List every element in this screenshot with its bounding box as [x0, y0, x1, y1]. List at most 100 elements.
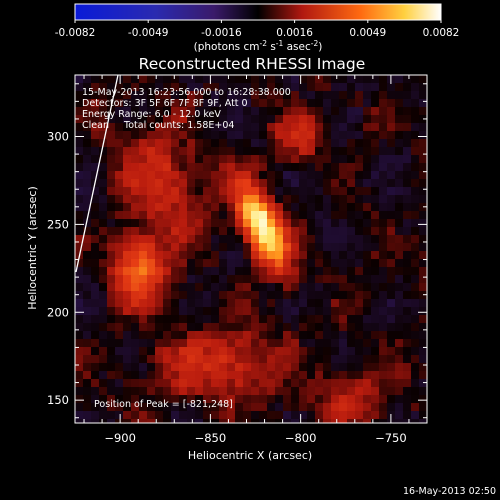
- heatmap-cell: [211, 315, 220, 324]
- heatmap-cell: [227, 395, 236, 404]
- heatmap-cell: [115, 203, 124, 212]
- heatmap-cell: [251, 115, 260, 124]
- heatmap-cell: [307, 411, 316, 420]
- heatmap-cell: [403, 123, 412, 132]
- heatmap-cell: [155, 147, 164, 156]
- heatmap-cell: [323, 227, 332, 236]
- heatmap-cell: [267, 91, 276, 100]
- heatmap-cell: [163, 91, 172, 100]
- heatmap-cell: [283, 187, 292, 196]
- heatmap-cell: [195, 227, 204, 236]
- heatmap-cell: [315, 275, 324, 284]
- heatmap-cell: [107, 395, 116, 404]
- heatmap-cell: [267, 107, 276, 116]
- heatmap-cell: [219, 363, 228, 372]
- y-tick-label: 250: [47, 217, 69, 231]
- heatmap-cell: [179, 219, 188, 228]
- x-tick-label: −800: [285, 431, 317, 445]
- heatmap-cell: [131, 139, 140, 148]
- heatmap-cell: [363, 243, 372, 252]
- heatmap-cell: [291, 347, 300, 356]
- heatmap-cell: [403, 411, 412, 420]
- heatmap-cell: [235, 419, 244, 423]
- heatmap-cell: [203, 251, 212, 260]
- heatmap-cell: [211, 107, 220, 116]
- heatmap-cell: [155, 347, 164, 356]
- colorbar-tick-label: -0.0049: [128, 27, 169, 39]
- heatmap-cell: [155, 283, 164, 292]
- heatmap-cell: [211, 179, 220, 188]
- heatmap-cell: [291, 275, 300, 284]
- heatmap-cell: [179, 419, 188, 423]
- heatmap-cell: [155, 211, 164, 220]
- heatmap-cell: [331, 395, 340, 404]
- heatmap-cell: [259, 227, 268, 236]
- heatmap-cell: [299, 323, 308, 332]
- heatmap-cell: [179, 147, 188, 156]
- heatmap-cell: [403, 179, 412, 188]
- heatmap-cell: [203, 187, 212, 196]
- heatmap-cell: [131, 83, 140, 92]
- heatmap-cell: [355, 331, 364, 340]
- heatmap-cell: [267, 371, 276, 380]
- heatmap-cell: [83, 211, 92, 220]
- heatmap-cell: [139, 371, 148, 380]
- heatmap-cell: [251, 139, 260, 148]
- heatmap-cell: [123, 187, 132, 196]
- heatmap-cell: [211, 91, 220, 100]
- heatmap-cell: [419, 347, 427, 356]
- heatmap-cell: [379, 267, 388, 276]
- heatmap-cell: [203, 211, 212, 220]
- heatmap-cell: [211, 323, 220, 332]
- heatmap-cell: [155, 323, 164, 332]
- heatmap-cell: [107, 131, 116, 140]
- heatmap-cell: [155, 75, 164, 84]
- heatmap-cell: [187, 283, 196, 292]
- heatmap-cell: [267, 139, 276, 148]
- heatmap-cell: [339, 347, 348, 356]
- heatmap-cell: [267, 131, 276, 140]
- heatmap-cell: [211, 131, 220, 140]
- heatmap-cell: [315, 91, 324, 100]
- heatmap-cell: [323, 411, 332, 420]
- heatmap-cell: [259, 131, 268, 140]
- heatmap-cell: [347, 251, 356, 260]
- heatmap-cell: [91, 307, 100, 316]
- heatmap-cell: [347, 259, 356, 268]
- heatmap-cell: [195, 299, 204, 308]
- heatmap-cell: [187, 315, 196, 324]
- heatmap-cell: [195, 347, 204, 356]
- heatmap-cell: [251, 363, 260, 372]
- heatmap-cell: [187, 195, 196, 204]
- heatmap-cell: [291, 139, 300, 148]
- heatmap-cell: [147, 131, 156, 140]
- heatmap-cell: [283, 299, 292, 308]
- heatmap-cell: [299, 107, 308, 116]
- heatmap-cell: [171, 267, 180, 276]
- heatmap-cell: [339, 163, 348, 172]
- heatmap-cell: [115, 387, 124, 396]
- heatmap-cell: [355, 171, 364, 180]
- heatmap-cell: [411, 339, 420, 348]
- heatmap-cell: [99, 275, 108, 284]
- heatmap-cell: [395, 379, 404, 388]
- heatmap-cell: [179, 123, 188, 132]
- heatmap-cell: [275, 371, 284, 380]
- heatmap-cell: [211, 403, 220, 412]
- heatmap-cell: [195, 147, 204, 156]
- heatmap-cell: [211, 283, 220, 292]
- heatmap-cell: [251, 355, 260, 364]
- heatmap-cell: [355, 139, 364, 148]
- heatmap-cell: [363, 283, 372, 292]
- heatmap-cell: [379, 283, 388, 292]
- heatmap-cell: [259, 387, 268, 396]
- heatmap-cell: [83, 323, 92, 332]
- heatmap-cell: [251, 379, 260, 388]
- heatmap-cell: [363, 371, 372, 380]
- heatmap-cell: [379, 347, 388, 356]
- heatmap-cell: [371, 267, 380, 276]
- heatmap-cell: [411, 107, 420, 116]
- heatmap-cell: [235, 299, 244, 308]
- heatmap-cell: [227, 299, 236, 308]
- heatmap-cell: [107, 219, 116, 228]
